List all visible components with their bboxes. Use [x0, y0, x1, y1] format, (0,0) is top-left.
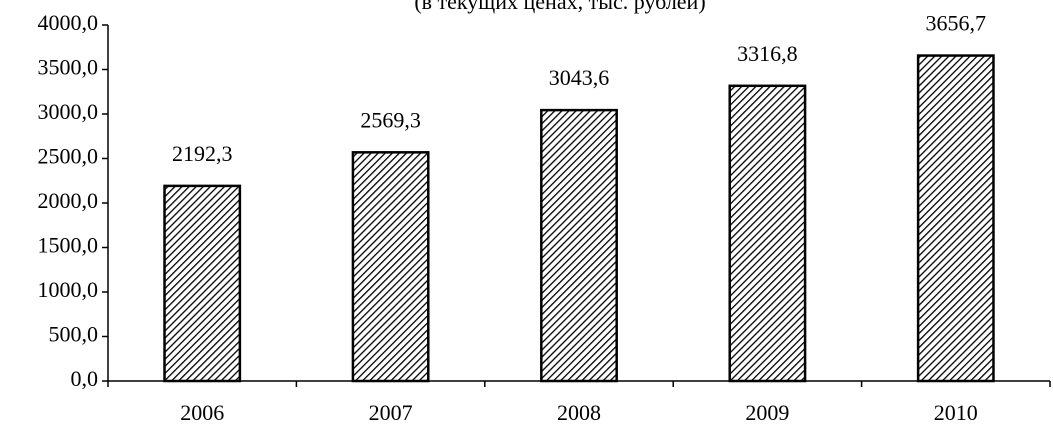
x-tick-label: 2010	[934, 400, 978, 425]
x-tick-label: 2006	[180, 400, 224, 425]
x-tick-label: 2007	[369, 400, 413, 425]
y-tick-label: 500,0	[49, 322, 99, 347]
y-tick-label: 4000,0	[38, 10, 99, 35]
y-tick-label: 2500,0	[38, 144, 99, 169]
data-label: 3656,7	[926, 11, 987, 36]
bar	[540, 108, 618, 383]
bar	[163, 184, 242, 383]
data-label: 3316,8	[737, 41, 798, 66]
chart-subtitle: (в текущих ценах, тыс. рублей)	[414, 0, 705, 14]
bar	[916, 54, 995, 383]
y-tick-label: 1000,0	[38, 277, 99, 302]
bar	[728, 84, 807, 383]
y-tick-label: 2000,0	[38, 188, 99, 213]
y-tick-label: 3000,0	[38, 99, 99, 124]
x-tick-label: 2009	[745, 400, 789, 425]
data-label: 2192,3	[172, 141, 233, 166]
data-label: 3043,6	[549, 65, 610, 90]
data-label: 2569,3	[360, 107, 421, 132]
y-tick-label: 3500,0	[38, 55, 99, 80]
x-tick-label: 2008	[557, 400, 601, 425]
y-tick-label: 0,0	[71, 366, 99, 391]
y-tick-label: 1500,0	[38, 233, 99, 258]
bar	[351, 151, 430, 383]
